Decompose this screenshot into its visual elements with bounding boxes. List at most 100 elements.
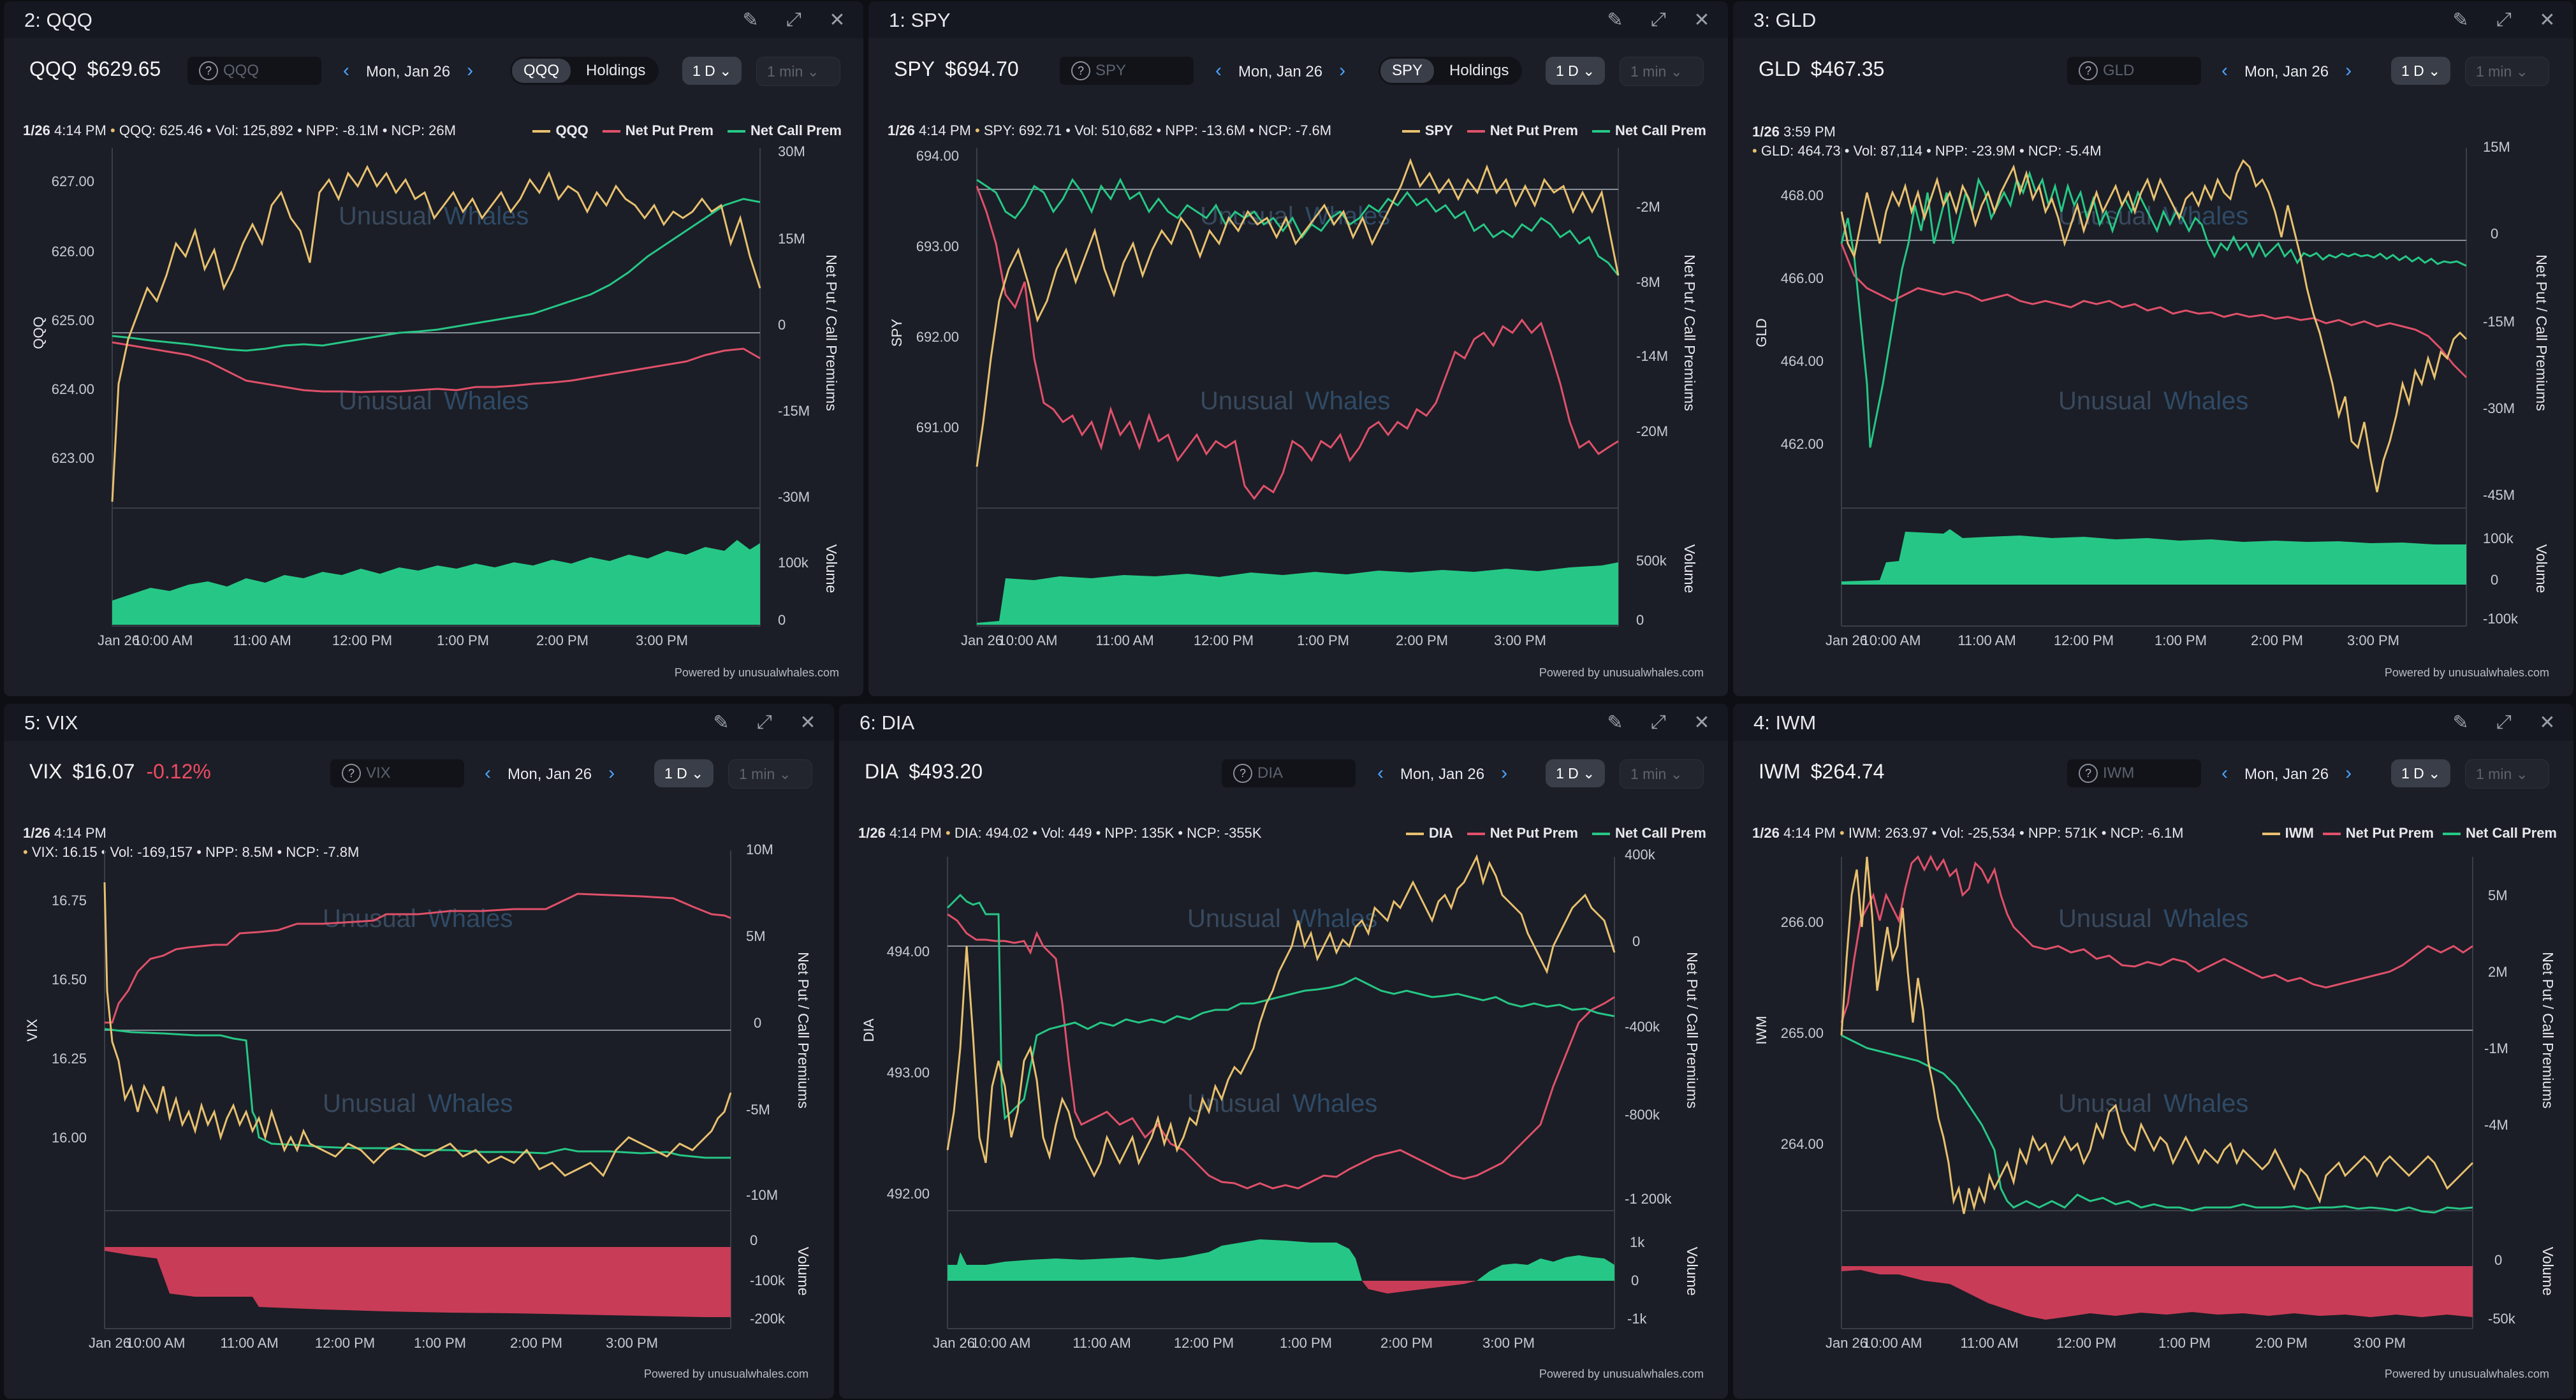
svg-text:Net Put / Call Premiums: Net Put / Call Premiums [795,952,812,1108]
svg-text:693.00: 693.00 [916,238,959,254]
edit-icon[interactable]: ✎ [2452,712,2469,733]
svg-text:0: 0 [1631,1272,1639,1288]
svg-text:12:00 PM: 12:00 PM [315,1335,375,1351]
interval-dropdown[interactable]: 1 min ⌄ [2465,57,2549,86]
put-premium-line [105,893,731,1024]
close-icon[interactable]: ✕ [800,712,816,733]
ticker-search-input[interactable]: ? GLD [2067,57,2201,85]
y-tick: 626.00 [52,244,94,259]
svg-text:Unusual: Unusual [2058,1090,2152,1118]
svg-text:492.00: 492.00 [887,1186,930,1202]
toggle-holdings[interactable]: Holdings [1449,62,1509,79]
range-dropdown[interactable]: 1 D ⌄ [654,759,714,787]
interval-dropdown[interactable]: 1 min ⌄ [1620,57,1704,86]
svg-text:10:00 AM: 10:00 AM [999,632,1058,648]
expand-icon[interactable]: ⤢ [2496,711,2512,733]
ticker-symbol: QQQ [29,57,77,80]
close-icon[interactable]: ✕ [2539,712,2556,733]
toggle-holdings[interactable]: Holdings [586,62,646,79]
date-label: Mon, Jan 26 [2244,766,2329,783]
toggle-ticker[interactable]: QQQ [512,59,571,83]
svg-text:Net Put / Call Premiums: Net Put / Call Premiums [1681,254,1698,411]
interval-dropdown[interactable]: 1 min ⌄ [728,759,812,789]
expand-icon[interactable]: ⤢ [1651,711,1666,733]
next-day-button[interactable]: › [2345,60,2352,81]
interval-dropdown[interactable]: 1 min ⌄ [2465,759,2549,789]
prev-day-button[interactable]: ‹ [2221,60,2228,81]
next-day-button[interactable]: › [2345,762,2352,784]
prev-day-button[interactable]: ‹ [1215,60,1222,81]
edit-icon[interactable]: ✎ [1607,712,1623,733]
panel-title: 3: GLD [1753,9,1817,31]
close-icon[interactable]: ✕ [1694,712,1710,733]
prev-day-button[interactable]: ‹ [1377,762,1384,784]
crosshair-readout: 1/26 4:14 PM • IWM: 263.97 • Vol: -25,53… [1752,825,2184,841]
chart-svg[interactable]: Unusual Whales Unusual Whales 16.75 16.50 16… [4,704,834,1399]
chart-svg[interactable]: Unusual Whales Unusual Whales 494.00 493.00… [839,704,1728,1399]
expand-icon[interactable]: ⤢ [786,9,801,30]
ticker-search-input[interactable]: ? QQQ [187,57,321,85]
chart-legend: SPY Net Put Prem Net Call Prem [1388,122,1706,139]
ticker-search-input[interactable]: ? VIX [330,759,464,787]
svg-text:12:00 PM: 12:00 PM [2056,1335,2116,1351]
svg-text:10:00 AM: 10:00 AM [126,1335,186,1351]
svg-text:466.00: 466.00 [1781,270,1824,286]
crosshair-readout: 1/26 4:14 PM • SPY: 692.71 • Vol: 510,68… [888,122,1332,138]
svg-text:2:00 PM: 2:00 PM [1380,1335,1433,1351]
range-dropdown[interactable]: 1 D ⌄ [2391,57,2451,85]
svg-text:-50k: -50k [2488,1311,2516,1327]
svg-text:-20M: -20M [1636,423,1668,439]
svg-text:500k: 500k [1636,553,1667,569]
next-day-button[interactable]: › [1339,60,1346,81]
svg-text:1:00 PM: 1:00 PM [2158,1335,2211,1351]
prem-axis-label: Net Put / Call Premiums [823,254,840,411]
svg-text:2:00 PM: 2:00 PM [1396,632,1448,648]
edit-icon[interactable]: ✎ [742,10,759,31]
chart-svg[interactable]: Unusual Whales Unusual Whales 266.00 265.00… [1733,704,2573,1399]
put-premium-line [976,186,1619,500]
ticker-search-input[interactable]: ? SPY [1060,57,1194,85]
call-premium-line [104,1028,731,1159]
interval-dropdown[interactable]: 1 min ⌄ [1620,759,1704,789]
panel-title: 1: SPY [889,9,951,31]
svg-text:494.00: 494.00 [887,944,930,959]
svg-text:Whales: Whales [444,202,529,230]
interval-dropdown[interactable]: 1 min ⌄ [756,57,840,86]
svg-text:1:00 PM: 1:00 PM [1280,1335,1332,1351]
prev-day-button[interactable]: ‹ [343,60,349,81]
next-day-button[interactable]: › [1501,762,1508,784]
ticker-search-input[interactable]: ? IWM [2067,759,2201,787]
svg-text:-5M: -5M [746,1102,770,1118]
chart-svg[interactable]: Unusual Whales Unusual Whales 468.00466.00… [1733,1,2573,696]
range-dropdown[interactable]: 1 D ⌄ [1546,759,1606,787]
prev-day-button[interactable]: ‹ [485,762,491,784]
range-dropdown[interactable]: 1 D ⌄ [1546,57,1606,85]
chart-legend: QQQ Net Put Prem Net Call Prem [518,122,842,139]
svg-text:-1M: -1M [2484,1040,2508,1056]
edit-icon[interactable]: ✎ [2452,10,2469,31]
next-day-button[interactable]: › [608,762,615,784]
panel-title: 5: VIX [24,711,78,734]
expand-icon[interactable]: ⤢ [757,711,772,733]
svg-text:Jan 26: Jan 26 [1826,1335,1868,1351]
range-dropdown[interactable]: 1 D ⌄ [682,57,742,85]
expand-icon[interactable]: ⤢ [2496,9,2512,30]
range-dropdown[interactable]: 1 D ⌄ [2391,759,2451,787]
next-day-button[interactable]: › [467,60,474,81]
close-icon[interactable]: ✕ [2539,10,2556,31]
svg-text:0: 0 [2491,226,2498,242]
chart-svg[interactable]: Unusual Whales Unusual Whales 627.00626.00… [4,1,863,696]
ticker-search-input[interactable]: ? DIA [1222,759,1356,787]
prev-day-button[interactable]: ‹ [2221,762,2228,784]
close-icon[interactable]: ✕ [829,10,845,31]
edit-icon[interactable]: ✎ [1607,10,1623,31]
close-icon[interactable]: ✕ [1694,10,1710,31]
ticker-header: IWM $264.74 [1759,760,1884,784]
chart-svg[interactable]: Unusual Whales Unusual Whales 694.00693.00… [868,1,1728,696]
y-tick: 623.00 [52,450,94,466]
svg-text:Whales: Whales [2163,202,2248,230]
expand-icon[interactable]: ⤢ [1651,9,1666,30]
ticker-symbol: VIX [29,760,62,783]
edit-icon[interactable]: ✎ [713,712,729,733]
toggle-ticker[interactable]: SPY [1380,59,1435,83]
